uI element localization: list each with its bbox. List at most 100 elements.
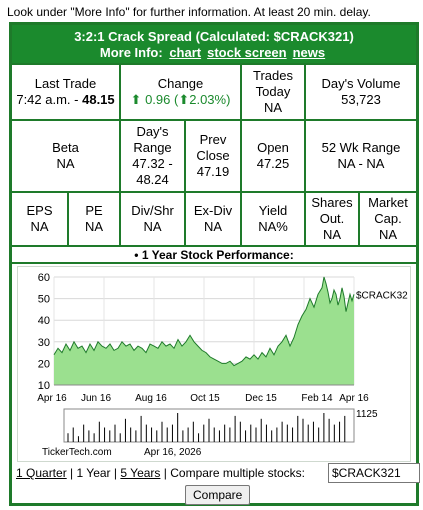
quote-title: 3:2:1 Crack Spread (Calculated: $CRACK32…: [74, 29, 354, 44]
beta-label: Beta: [52, 140, 79, 155]
trades-today-cell: Trades Today NA: [240, 65, 304, 119]
prev-close-label-2: Close: [196, 148, 230, 163]
separator: |: [70, 466, 74, 480]
div-shr-value: NA: [143, 219, 162, 234]
div-shr-label: Div/Shr: [131, 203, 174, 218]
separator: |: [113, 466, 118, 480]
change-cell: Change ⬆ 0.96 (⬆2.03%): [119, 65, 240, 119]
volume-max-label: 1125: [356, 409, 378, 420]
open-label: Open: [257, 140, 289, 155]
beta-value: NA: [56, 156, 75, 171]
market-cap-value: NA: [378, 227, 398, 242]
compare-button[interactable]: Compare: [185, 485, 251, 505]
x-tick-label: Apr 16: [37, 393, 67, 404]
prev-close-value: 47.19: [196, 164, 230, 179]
x-tick-label: Feb 14: [301, 393, 333, 404]
shares-out-label: Shares: [311, 195, 353, 210]
prev-close-cell: Prev Close 47.19: [184, 121, 240, 191]
trades-today-label-2: Today: [255, 84, 291, 99]
chart-link[interactable]: chart: [169, 45, 202, 60]
change-value: ⬆ 0.96 (⬆2.03%): [130, 92, 231, 107]
y-tick-label: 10: [38, 380, 50, 392]
watermark: TickerTech.com: [42, 447, 112, 458]
days-range-label: Day's: [136, 124, 169, 139]
range-links: 1 Quarter | 1 Year | 5 Years | Compare m…: [16, 466, 305, 480]
pe-value: NA: [84, 219, 104, 234]
x-tick-label: Aug 16: [135, 393, 167, 404]
range-1-quarter-link[interactable]: 1 Quarter: [16, 466, 67, 480]
shares-out-cell: Shares Out. NA: [304, 193, 358, 245]
market-cap-cell: Market Cap. NA: [358, 193, 416, 245]
wk52-range-label: 52 Wk Range: [321, 140, 401, 155]
eps-value: NA: [30, 219, 49, 234]
compare-label: Compare multiple stocks:: [170, 466, 305, 480]
range-5-years-link[interactable]: 5 Years: [120, 466, 161, 480]
stock-screen-link[interactable]: stock screen: [207, 45, 287, 60]
days-volume-cell: Day's Volume 53,723: [304, 65, 416, 119]
change-label: Change: [157, 76, 204, 91]
y-tick-label: 40: [38, 315, 50, 327]
y-tick-label: 20: [38, 358, 50, 370]
market-cap-label: Market: [368, 195, 408, 210]
price-line: [53, 276, 355, 367]
more-info-row: More Info: chart stock screen news: [12, 45, 416, 60]
series-label: $CRACK32: [356, 290, 408, 301]
pe-label: PE: [85, 203, 103, 218]
last-trade-label: Last Trade: [34, 76, 97, 91]
compare-symbols-input[interactable]: [328, 463, 420, 483]
x-tick-label: Dec 15: [245, 393, 277, 404]
last-trade-value: 7:42 a.m. - 48.15: [16, 92, 115, 107]
delay-notice: Look under "More Info" for further infor…: [7, 5, 371, 19]
days-volume-label: Day's Volume: [321, 76, 401, 91]
y-tick-label: 50: [38, 294, 50, 306]
shares-out-value: NA: [322, 227, 342, 242]
x-tick-label: Jun 16: [81, 393, 111, 404]
pe-cell: PE NA: [67, 193, 119, 245]
quote-panel: 3:2:1 Crack Spread (Calculated: $CRACK32…: [9, 22, 420, 506]
x-tick-label: Apr 16: [339, 393, 369, 404]
market-cap-label-2: Cap.: [374, 211, 402, 226]
days-range-high: 48.24: [136, 172, 169, 187]
yield-cell: Yield NA%: [240, 193, 304, 245]
stats-row-1: Last Trade 7:42 a.m. - 48.15 Change ⬆ 0.…: [12, 63, 416, 119]
beta-cell: Beta NA: [12, 121, 119, 191]
ex-div-cell: Ex-Div NA: [184, 193, 240, 245]
up-arrow-icon: ⬆: [130, 92, 142, 107]
open-cell: Open 47.25: [240, 121, 304, 191]
days-range-low: 47.32 -: [132, 156, 173, 171]
chart-svg: 60 50 40 30 20 10 $CRACK32 Apr 16 Jun 16 Aug 16 Oc…: [37, 272, 408, 458]
price-area: [54, 277, 354, 385]
days-range-cell: Day's Range 47.32 - 48.24: [119, 121, 184, 191]
separator: |: [163, 466, 167, 480]
performance-chart[interactable]: 60 50 40 30 20 10 $CRACK32 Apr 16 Jun 16 Aug 16 Oc…: [17, 266, 411, 462]
y-tick-label: 30: [38, 337, 50, 349]
last-trade-cell: Last Trade 7:42 a.m. - 48.15: [12, 65, 119, 119]
news-link[interactable]: news: [292, 45, 326, 60]
div-shr-cell: Div/Shr NA: [119, 193, 184, 245]
trades-today-value: NA: [263, 100, 283, 115]
y-tick-label: 60: [38, 272, 50, 284]
chart-date: Apr 16, 2026: [144, 447, 202, 458]
eps-cell: EPS NA: [12, 193, 67, 245]
yield-value: NA%: [258, 219, 288, 234]
range-1-year-current: 1 Year: [76, 466, 111, 480]
open-value: 47.25: [256, 156, 290, 171]
up-arrow-icon: ⬆: [178, 92, 190, 107]
stats-row-3: EPS NA PE NA Div/Shr NA Ex-Div NA Yield …: [12, 191, 416, 245]
prev-close-label: Prev: [199, 132, 227, 147]
wk52-range-cell: 52 Wk Range NA - NA: [304, 121, 416, 191]
yield-label: Yield: [258, 203, 288, 218]
ex-div-label: Ex-Div: [193, 203, 233, 218]
shares-out-label-2: Out.: [319, 211, 345, 226]
performance-heading: • 1 Year Stock Performance:: [12, 245, 416, 264]
trades-today-label: Trades: [253, 68, 293, 83]
ex-div-value: NA: [203, 219, 223, 234]
stats-row-2: Beta NA Day's Range 47.32 - 48.24 Prev C…: [12, 119, 416, 191]
days-volume-value: 53,723: [341, 92, 381, 107]
x-tick-label: Oct 15: [190, 393, 220, 404]
wk52-range-value: NA - NA: [337, 156, 385, 171]
eps-label: EPS: [26, 203, 53, 218]
more-info-label: More Info:: [99, 45, 163, 60]
quote-header: 3:2:1 Crack Spread (Calculated: $CRACK32…: [12, 25, 416, 63]
days-range-label-2: Range: [133, 140, 172, 155]
